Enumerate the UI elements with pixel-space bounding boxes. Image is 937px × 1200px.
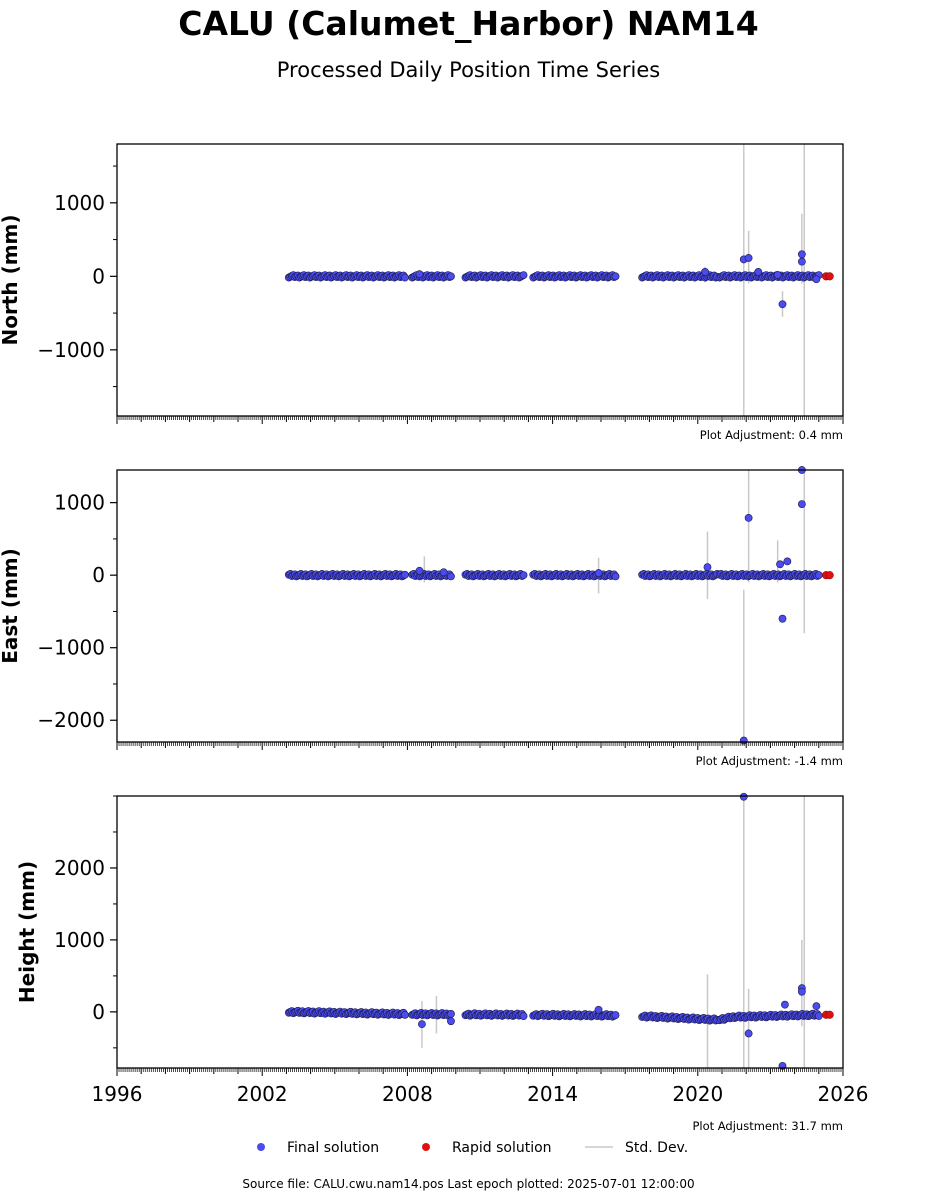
y-tick-label: 2000 bbox=[54, 856, 105, 880]
x-tick-label: 2002 bbox=[237, 1082, 288, 1106]
final-point bbox=[814, 571, 823, 580]
rapid-point bbox=[825, 1010, 834, 1019]
final-point bbox=[812, 1002, 821, 1011]
final-point bbox=[447, 572, 455, 581]
y-tick-label: −2000 bbox=[37, 708, 105, 732]
final-point bbox=[594, 569, 603, 577]
final-point bbox=[783, 557, 792, 566]
legend-final-marker bbox=[257, 1143, 265, 1151]
final-point bbox=[415, 270, 424, 279]
final-point bbox=[611, 1011, 620, 1019]
x-tick-label: 2020 bbox=[672, 1082, 723, 1106]
panel-east: −2000 −1000 0 1000 East (mm) Plot Adjustment:… bbox=[0, 466, 844, 768]
plot-adjustment: Plot Adjustment: -1.4 mm bbox=[696, 754, 843, 768]
final-point bbox=[744, 1029, 753, 1038]
rapid-point bbox=[825, 571, 834, 580]
y-tick-label: −1000 bbox=[37, 636, 105, 660]
plot-frame bbox=[116, 795, 844, 1069]
legend: Final solution Rapid solution Std. Dev. bbox=[257, 1140, 688, 1156]
panel-height: 0 1000 2000 1996 2002 2008 2014 2020 2026 Height … bbox=[15, 792, 869, 1133]
final-point bbox=[594, 1005, 603, 1014]
chart-title: CALU (Calumet_Harbor) NAM14 bbox=[178, 4, 759, 43]
plot-adjustment: Plot Adjustment: 0.4 mm bbox=[700, 428, 843, 442]
final-point bbox=[418, 1020, 426, 1029]
plot-adjustment: Plot Adjustment: 31.7 mm bbox=[692, 1119, 843, 1133]
panels-group: −1000 0 1000 North (mm) Plot Adjustment: 0.4… bbox=[0, 143, 869, 1133]
x-tick-label: 2026 bbox=[818, 1082, 869, 1106]
final-point bbox=[776, 560, 784, 569]
final-point bbox=[401, 570, 409, 579]
y-tick-label: 0 bbox=[92, 563, 105, 587]
y-axis-label: East (mm) bbox=[0, 548, 22, 664]
legend-rapid-label: Rapid solution bbox=[452, 1140, 552, 1156]
final-point bbox=[401, 1010, 409, 1019]
final-point bbox=[773, 270, 782, 279]
final-point bbox=[703, 563, 712, 572]
final-point bbox=[447, 1010, 455, 1018]
final-point bbox=[744, 254, 753, 262]
final-point bbox=[611, 272, 620, 281]
panel-north: −1000 0 1000 North (mm) Plot Adjustment: 0.4… bbox=[0, 143, 844, 442]
final-point bbox=[797, 257, 806, 266]
final-point bbox=[812, 275, 821, 284]
y-axis-label: North (mm) bbox=[0, 214, 22, 345]
legend-final-label: Final solution bbox=[287, 1140, 379, 1156]
final-point bbox=[611, 572, 620, 581]
y-tick-label: 1000 bbox=[54, 928, 105, 952]
final-point bbox=[439, 568, 448, 577]
legend-stddev-label: Std. Dev. bbox=[625, 1140, 688, 1156]
final-point bbox=[778, 614, 787, 623]
plot-frame bbox=[116, 469, 844, 743]
y-tick-label: 1000 bbox=[54, 491, 105, 515]
chart-subtitle: Processed Daily Position Time Series bbox=[276, 58, 661, 82]
x-tick-label: 1996 bbox=[92, 1082, 143, 1106]
y-tick-label: 0 bbox=[92, 264, 105, 288]
final-point bbox=[447, 1017, 455, 1026]
final-point bbox=[401, 273, 409, 282]
final-point bbox=[797, 500, 806, 508]
y-tick-label: 0 bbox=[92, 1000, 105, 1024]
final-point bbox=[744, 513, 753, 522]
final-point bbox=[797, 987, 806, 996]
x-tick-label: 2014 bbox=[527, 1082, 578, 1106]
final-point bbox=[519, 271, 528, 280]
y-tick-label: 1000 bbox=[54, 191, 105, 215]
final-point bbox=[778, 300, 787, 309]
x-tick-label: 2008 bbox=[382, 1082, 433, 1106]
final-point bbox=[415, 566, 424, 575]
final-point bbox=[814, 1012, 823, 1020]
y-axis-label: Height (mm) bbox=[15, 861, 39, 1003]
legend-rapid-marker bbox=[422, 1143, 430, 1151]
final-point bbox=[447, 272, 455, 281]
y-tick-label: −1000 bbox=[37, 338, 105, 362]
final-point bbox=[519, 571, 528, 580]
final-point bbox=[519, 1012, 528, 1020]
final-point bbox=[754, 268, 763, 276]
final-point bbox=[739, 792, 748, 801]
final-point bbox=[781, 1000, 789, 1009]
rapid-point bbox=[825, 272, 834, 281]
final-point bbox=[701, 268, 709, 276]
final-point bbox=[797, 250, 806, 259]
source-line: Source file: CALU.cwu.nam14.pos Last epo… bbox=[242, 1177, 695, 1191]
